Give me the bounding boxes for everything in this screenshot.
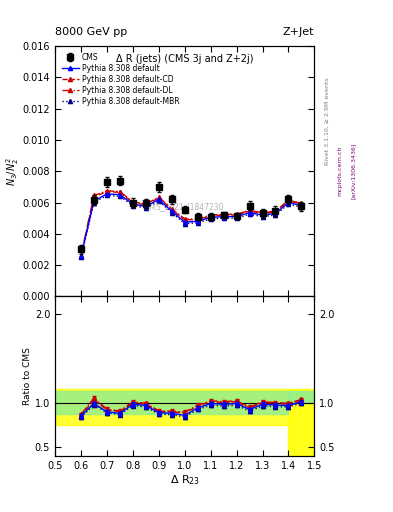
Pythia 8.308 default-CD xyxy=(221,212,226,218)
Pythia 8.308 default xyxy=(143,203,148,209)
Pythia 8.308 default-CD xyxy=(118,189,122,196)
Pythia 8.308 default-MBR xyxy=(130,203,135,209)
Pythia 8.308 default-DL xyxy=(169,206,174,212)
Pythia 8.308 default-DL xyxy=(92,193,96,199)
Pythia 8.308 default-CD xyxy=(299,201,304,207)
Pythia 8.308 default xyxy=(156,196,161,202)
Pythia 8.308 default-MBR xyxy=(118,193,122,199)
Pythia 8.308 default-CD xyxy=(247,208,252,214)
Pythia 8.308 default-CD xyxy=(208,213,213,219)
Pythia 8.308 default xyxy=(118,191,122,198)
Pythia 8.308 default xyxy=(79,253,83,260)
Pythia 8.308 default xyxy=(182,219,187,225)
Bar xyxy=(55,389,288,425)
Pythia 8.308 default xyxy=(169,208,174,214)
Pythia 8.308 default xyxy=(130,201,135,207)
Pythia 8.308 default-CD xyxy=(130,200,135,206)
Pythia 8.308 default-CD xyxy=(169,206,174,212)
Text: 8000 GeV pp: 8000 GeV pp xyxy=(55,27,127,37)
Pythia 8.308 default-DL xyxy=(273,208,278,214)
Pythia 8.308 default xyxy=(234,214,239,220)
Pythia 8.308 default-DL xyxy=(130,199,135,205)
Pythia 8.308 default-MBR xyxy=(105,193,109,199)
Bar xyxy=(288,389,314,456)
Bar xyxy=(55,391,288,414)
Pythia 8.308 default-MBR xyxy=(92,200,96,206)
Line: Pythia 8.308 default: Pythia 8.308 default xyxy=(79,192,303,259)
Text: CMS_2021_I1847230: CMS_2021_I1847230 xyxy=(145,202,224,211)
Pythia 8.308 default-MBR xyxy=(221,215,226,221)
Pythia 8.308 default-DL xyxy=(234,211,239,217)
Legend: CMS, Pythia 8.308 default, Pythia 8.308 default-CD, Pythia 8.308 default-DL, Pyt: CMS, Pythia 8.308 default, Pythia 8.308 … xyxy=(59,50,182,109)
Line: Pythia 8.308 default-DL: Pythia 8.308 default-DL xyxy=(79,189,303,258)
Pythia 8.308 default xyxy=(260,212,265,218)
Text: Δ R (jets) (CMS 3j and Z+2j): Δ R (jets) (CMS 3j and Z+2j) xyxy=(116,54,253,63)
Pythia 8.308 default-DL xyxy=(221,211,226,217)
Pythia 8.308 default-MBR xyxy=(156,198,161,204)
Pythia 8.308 default-CD xyxy=(92,194,96,200)
Pythia 8.308 default-DL xyxy=(79,252,83,259)
Pythia 8.308 default-CD xyxy=(260,210,265,217)
Pythia 8.308 default-MBR xyxy=(299,204,304,210)
Pythia 8.308 default xyxy=(105,191,109,197)
Text: [arXiv:1306.3436]: [arXiv:1306.3436] xyxy=(351,143,356,199)
Pythia 8.308 default-CD xyxy=(195,217,200,223)
Pythia 8.308 default-MBR xyxy=(273,212,278,218)
Pythia 8.308 default xyxy=(273,210,278,217)
Pythia 8.308 default-DL xyxy=(247,207,252,214)
Y-axis label: Ratio to CMS: Ratio to CMS xyxy=(23,347,32,405)
Pythia 8.308 default-CD xyxy=(79,253,83,260)
Pythia 8.308 default-MBR xyxy=(286,201,291,207)
Pythia 8.308 default-MBR xyxy=(195,220,200,226)
Pythia 8.308 default xyxy=(195,218,200,224)
Text: Rivet 3.1.10, ≥ 2.9M events: Rivet 3.1.10, ≥ 2.9M events xyxy=(325,77,330,165)
Pythia 8.308 default xyxy=(92,198,96,204)
Pythia 8.308 default-CD xyxy=(286,198,291,204)
Pythia 8.308 default-MBR xyxy=(169,209,174,216)
Pythia 8.308 default-DL xyxy=(118,188,122,195)
Pythia 8.308 default-DL xyxy=(182,216,187,222)
Pythia 8.308 default-CD xyxy=(105,188,109,195)
Pythia 8.308 default-DL xyxy=(299,200,304,206)
Pythia 8.308 default-MBR xyxy=(182,221,187,227)
Pythia 8.308 default-CD xyxy=(143,202,148,208)
Pythia 8.308 default xyxy=(299,203,304,209)
Pythia 8.308 default-CD xyxy=(234,212,239,218)
Pythia 8.308 default-CD xyxy=(182,217,187,223)
Pythia 8.308 default-MBR xyxy=(143,205,148,211)
Pythia 8.308 default xyxy=(221,214,226,220)
Pythia 8.308 default xyxy=(208,215,213,221)
Text: Z+Jet: Z+Jet xyxy=(283,27,314,37)
Pythia 8.308 default-MBR xyxy=(260,214,265,220)
Y-axis label: $N_3/N_2^2$: $N_3/N_2^2$ xyxy=(4,157,21,186)
Pythia 8.308 default-DL xyxy=(143,201,148,207)
Pythia 8.308 default-DL xyxy=(286,197,291,203)
Text: mcplots.cern.ch: mcplots.cern.ch xyxy=(338,146,343,197)
Pythia 8.308 default-MBR xyxy=(234,215,239,221)
Pythia 8.308 default-DL xyxy=(208,212,213,218)
Pythia 8.308 default xyxy=(247,209,252,216)
Pythia 8.308 default-MBR xyxy=(79,254,83,261)
Pythia 8.308 default-MBR xyxy=(247,211,252,217)
Pythia 8.308 default-DL xyxy=(260,209,265,216)
Line: Pythia 8.308 default-CD: Pythia 8.308 default-CD xyxy=(79,189,303,259)
Pythia 8.308 default-DL xyxy=(195,216,200,222)
Pythia 8.308 default-DL xyxy=(156,194,161,200)
Pythia 8.308 default-CD xyxy=(273,209,278,215)
Line: Pythia 8.308 default-MBR: Pythia 8.308 default-MBR xyxy=(79,194,303,260)
Pythia 8.308 default-DL xyxy=(105,188,109,194)
Bar xyxy=(288,391,314,402)
Pythia 8.308 default xyxy=(286,200,291,206)
X-axis label: Δ R$_{23}$: Δ R$_{23}$ xyxy=(170,473,200,487)
Pythia 8.308 default-MBR xyxy=(208,216,213,222)
Pythia 8.308 default-CD xyxy=(156,195,161,201)
